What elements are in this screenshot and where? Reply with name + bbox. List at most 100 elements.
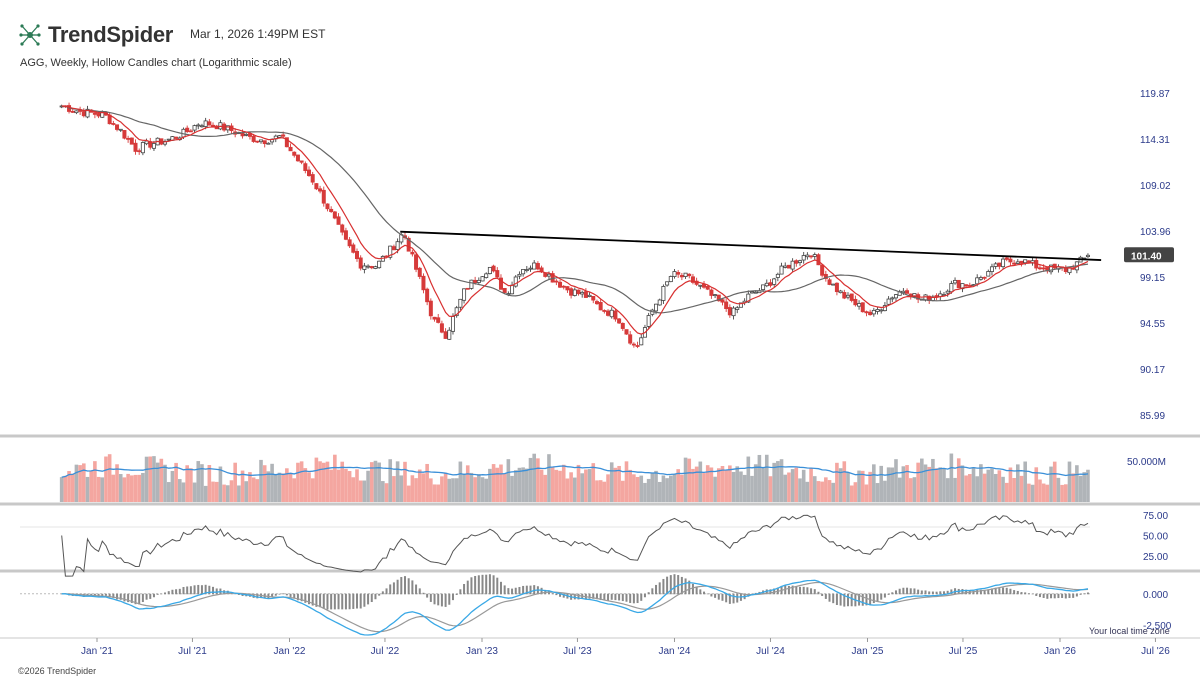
macd-histogram-bar — [315, 593, 318, 607]
volume-bar — [133, 474, 138, 502]
macd-histogram-bar — [920, 590, 923, 595]
volume-bar — [388, 459, 393, 502]
volume-bar — [513, 470, 518, 502]
macd-histogram-bar — [308, 593, 311, 605]
macd-histogram-bar — [824, 593, 827, 599]
volume-bar — [728, 465, 732, 502]
last-price-label: 101.40 — [1131, 251, 1162, 262]
macd-histogram-bar — [673, 574, 676, 595]
volume-bar — [296, 462, 300, 502]
volume-bar — [488, 468, 492, 502]
macd-histogram-bar — [721, 593, 724, 601]
macd-histogram-bar — [994, 587, 997, 595]
candle — [487, 266, 492, 275]
candle-body — [676, 272, 681, 275]
macd-histogram-bar — [714, 593, 717, 598]
candle — [820, 264, 825, 278]
candle-body — [764, 282, 769, 287]
volume-bar — [628, 469, 632, 502]
candle-body — [631, 343, 636, 346]
macd-histogram-bar — [906, 587, 909, 595]
candle-body — [414, 254, 419, 270]
candle — [986, 269, 991, 277]
volume-bar — [827, 480, 832, 502]
macd-histogram-bar — [289, 593, 292, 597]
macd-histogram-bar — [407, 578, 410, 595]
macd-histogram-bar — [389, 584, 392, 595]
volume-bar — [381, 481, 385, 502]
candle — [425, 287, 430, 306]
candle-body — [513, 276, 518, 287]
volume-bar — [299, 461, 304, 502]
chart-header: TrendSpider Mar 1, 2026 1:49PM EST AGG, … — [0, 0, 1200, 80]
volume-bar — [130, 475, 134, 502]
volume-bar — [536, 458, 540, 502]
macd-histogram-bar — [1042, 593, 1045, 598]
volume-bar — [59, 477, 64, 502]
macd-histogram-bar — [337, 593, 340, 610]
candle-body — [480, 276, 485, 282]
macd-histogram-bar — [215, 588, 218, 595]
macd-tick-label: -2.500 — [1143, 621, 1172, 632]
volume-bar — [170, 470, 175, 502]
macd-histogram-bar — [647, 592, 650, 595]
volume-bar — [417, 469, 422, 502]
candle — [628, 331, 633, 345]
candle — [650, 308, 655, 317]
volume-bar — [591, 463, 596, 502]
candle — [853, 295, 858, 307]
macd-histogram-bar — [577, 593, 580, 600]
candle-body — [395, 241, 400, 250]
macd-line — [61, 579, 1089, 636]
macd-histogram-bar — [695, 586, 698, 595]
candle — [495, 267, 500, 278]
candle-body — [768, 282, 773, 286]
candle-body — [96, 113, 101, 117]
macd-histogram-bar — [1068, 593, 1071, 599]
timezone-label[interactable]: Your local time zone — [1089, 626, 1170, 636]
macd-histogram-bar — [352, 593, 355, 609]
candle-body — [410, 251, 415, 255]
candle — [513, 275, 518, 288]
candle-body — [432, 316, 437, 320]
candle — [454, 305, 459, 318]
macd-histogram-bar — [872, 593, 875, 604]
volume-bar — [846, 472, 850, 502]
fast-moving-average — [61, 105, 1089, 335]
volume-bar — [1052, 461, 1057, 502]
macd-histogram-bar — [787, 585, 790, 595]
macd-histogram-bar — [212, 586, 215, 595]
volume-bar — [794, 467, 799, 502]
macd-histogram-bar — [946, 590, 949, 595]
rsi-tick-label: 50.00 — [1143, 531, 1168, 542]
candle — [690, 273, 695, 285]
macd-histogram-bar — [418, 588, 421, 595]
volume-bar — [347, 471, 352, 502]
macd-histogram-bar — [193, 585, 196, 595]
macd-histogram-bar — [1005, 587, 1008, 595]
volume-tick-label: 50.000M — [1127, 457, 1166, 468]
macd-histogram-bar — [688, 580, 691, 595]
macd-histogram-bar — [496, 577, 499, 595]
candle — [314, 183, 319, 191]
macd-histogram-bar — [1016, 590, 1019, 595]
macd-histogram-bar — [599, 593, 602, 601]
candle-body — [901, 290, 906, 294]
candle-body — [709, 289, 714, 296]
candle-body — [211, 124, 216, 127]
rsi-tick-label: 75.00 — [1143, 511, 1168, 522]
volume-bar — [74, 464, 79, 502]
volume-bar — [724, 469, 728, 502]
volume-bar — [860, 470, 865, 502]
volume-bar — [292, 478, 297, 502]
macd-histogram-bar — [411, 580, 414, 595]
candle-body — [174, 136, 179, 139]
macd-histogram-bar — [437, 593, 440, 606]
candle — [823, 270, 828, 282]
candle-body — [1026, 260, 1031, 263]
candle-body — [975, 277, 980, 285]
candle-body — [786, 264, 791, 269]
volume-bar — [152, 456, 156, 502]
candle-body — [140, 142, 145, 154]
